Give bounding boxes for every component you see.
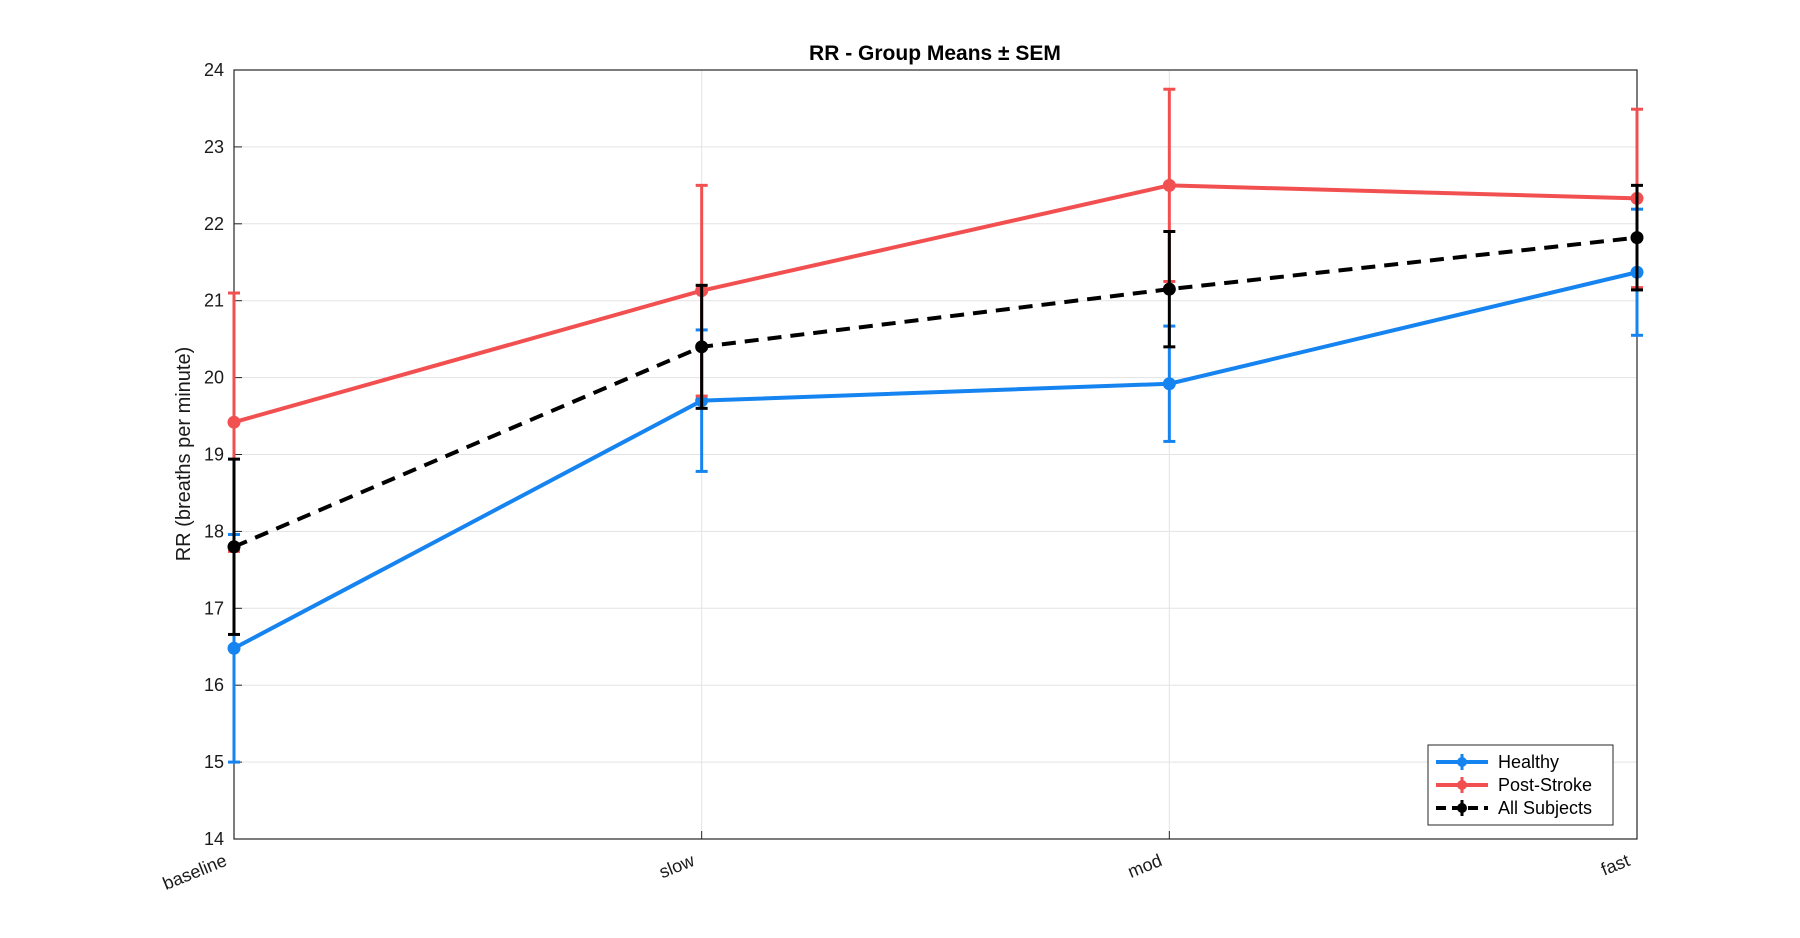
y-tick-label: 17 — [204, 598, 224, 618]
data-point-all-subjects — [695, 340, 709, 354]
legend-label: Healthy — [1498, 752, 1559, 772]
series-all-subjects — [227, 183, 1644, 636]
y-tick-label: 18 — [204, 521, 224, 541]
legend: Healthy Post-Stroke All Subjects — [1427, 744, 1614, 826]
data-point-all-subjects — [1630, 231, 1644, 245]
legend-swatch-marker — [1457, 780, 1467, 790]
y-tick-label: 16 — [204, 675, 224, 695]
data-point-post-stroke — [1162, 178, 1176, 192]
y-tick-label: 14 — [204, 829, 224, 849]
y-tick-label: 20 — [204, 368, 224, 388]
legend-item-all-subjects: All Subjects — [1436, 798, 1592, 818]
y-tick-label: 21 — [204, 291, 224, 311]
data-point-all-subjects — [1162, 282, 1176, 296]
legend-label: Post-Stroke — [1498, 775, 1592, 795]
legend-label: All Subjects — [1498, 798, 1592, 818]
series-line-post-stroke — [233, 183, 1638, 425]
series-line-all-subjects — [233, 235, 1638, 549]
data-point-healthy — [1162, 377, 1176, 391]
legend-swatch-marker — [1457, 803, 1467, 813]
series-group — [227, 87, 1644, 764]
data-point-post-stroke — [227, 415, 241, 429]
y-axis-label: RR (breaths per minute) — [173, 347, 195, 562]
legend-item-healthy: Healthy — [1436, 752, 1559, 772]
chart-title: RR - Group Means ± SEM — [809, 42, 1061, 65]
legend-swatch-marker — [1457, 757, 1467, 767]
data-point-healthy — [227, 641, 241, 655]
y-tick-label: 23 — [204, 137, 224, 157]
series-line-healthy — [233, 270, 1638, 651]
y-tick-label: 22 — [204, 214, 224, 234]
y-tick-label: 15 — [204, 752, 224, 772]
data-point-all-subjects — [227, 540, 241, 554]
y-tick-label: 19 — [204, 445, 224, 465]
legend-item-post-stroke: Post-Stroke — [1436, 775, 1592, 795]
y-tick-label: 24 — [204, 60, 224, 80]
